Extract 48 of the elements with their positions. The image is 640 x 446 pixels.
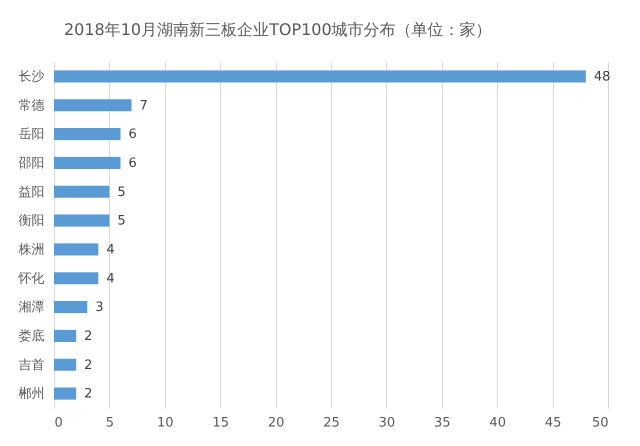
bar <box>54 301 88 314</box>
x-tick-label: 30 <box>378 416 396 430</box>
y-tick-label: 吉首 <box>18 358 44 373</box>
y-tick-label: 湘潭 <box>18 300 44 316</box>
y-tick-label: 常德 <box>18 98 44 114</box>
bar <box>54 272 98 284</box>
data-label: 4 <box>106 242 115 258</box>
chart-title: 2018年10月湖南新三板企业TOP100城市分布（单位：家） <box>64 20 492 39</box>
data-label: 2 <box>84 358 92 373</box>
data-label: 6 <box>128 127 137 142</box>
data-label: 7 <box>140 98 148 114</box>
bar <box>54 214 110 227</box>
y-tick-label: 娄底 <box>18 328 44 344</box>
bar <box>54 70 586 82</box>
x-tick-label: 20 <box>268 416 284 430</box>
x-tick-label: 15 <box>212 416 229 430</box>
x-tick-label: 50 <box>592 416 608 430</box>
bar <box>54 388 76 400</box>
y-tick-label: 长沙 <box>18 69 44 84</box>
bar <box>54 156 120 169</box>
x-tick-label: 35 <box>434 416 451 430</box>
y-tick-label: 衡阳 <box>18 214 44 229</box>
data-label: 2 <box>84 328 92 344</box>
bar <box>54 358 76 371</box>
bar <box>54 330 76 342</box>
y-tick-label: 怀化 <box>18 271 44 286</box>
x-tick-label: 45 <box>544 416 562 430</box>
data-label: 2 <box>84 386 92 402</box>
bar <box>54 99 132 112</box>
bar <box>54 243 98 256</box>
data-label: 48 <box>594 69 610 84</box>
x-tick-label: 5 <box>106 416 114 430</box>
y-tick-label: 邵阳 <box>18 156 44 171</box>
y-tick-label: 益阳 <box>18 184 44 200</box>
data-label: 6 <box>128 156 137 171</box>
data-label: 5 <box>117 214 126 229</box>
x-tick-label: 25 <box>323 416 340 430</box>
data-label: 3 <box>95 300 104 316</box>
bar <box>54 128 120 140</box>
x-tick-label: 0 <box>54 416 63 430</box>
data-label: 4 <box>106 271 115 286</box>
x-tick-label: 10 <box>157 416 174 430</box>
data-label: 5 <box>117 184 126 200</box>
y-tick-label: 郴州 <box>18 386 44 402</box>
x-tick-label: 40 <box>489 416 506 430</box>
bar <box>54 186 110 198</box>
y-tick-label: 岳阳 <box>18 127 44 142</box>
y-tick-label: 株洲 <box>18 242 44 258</box>
